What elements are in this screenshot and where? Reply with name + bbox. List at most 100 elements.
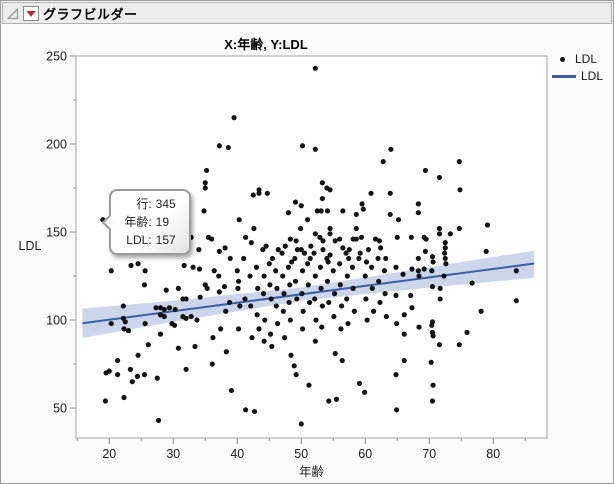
- data-point[interactable]: [319, 324, 325, 330]
- data-point[interactable]: [204, 285, 210, 291]
- data-point[interactable]: [362, 273, 368, 279]
- data-point[interactable]: [430, 259, 436, 265]
- data-point[interactable]: [436, 174, 443, 181]
- data-point[interactable]: [262, 317, 268, 323]
- data-point[interactable]: [166, 305, 173, 311]
- data-point[interactable]: [306, 382, 312, 388]
- data-point[interactable]: [325, 259, 331, 265]
- data-point[interactable]: [298, 225, 304, 232]
- data-point[interactable]: [331, 313, 337, 320]
- data-point[interactable]: [429, 284, 436, 290]
- data-point[interactable]: [429, 398, 436, 404]
- data-point[interactable]: [280, 273, 286, 279]
- data-point[interactable]: [256, 190, 262, 196]
- data-point[interactable]: [312, 338, 318, 344]
- data-point[interactable]: [196, 266, 203, 272]
- data-point[interactable]: [264, 190, 270, 196]
- data-point[interactable]: [121, 326, 127, 332]
- data-point[interactable]: [108, 320, 114, 327]
- data-point[interactable]: [161, 313, 167, 320]
- data-point[interactable]: [422, 167, 429, 174]
- data-point[interactable]: [436, 342, 443, 348]
- data-point[interactable]: [274, 285, 280, 291]
- data-point[interactable]: [350, 285, 356, 291]
- data-point[interactable]: [223, 349, 229, 355]
- data-point[interactable]: [163, 287, 169, 293]
- data-point[interactable]: [362, 389, 368, 395]
- data-point[interactable]: [307, 255, 313, 262]
- data-point[interactable]: [378, 245, 384, 251]
- legend-item-points[interactable]: LDL: [552, 52, 603, 66]
- data-point[interactable]: [256, 326, 262, 332]
- data-point[interactable]: [415, 201, 421, 207]
- data-point[interactable]: [312, 146, 318, 152]
- data-point[interactable]: [441, 273, 447, 279]
- data-point[interactable]: [340, 245, 346, 251]
- data-point[interactable]: [253, 264, 260, 270]
- data-point[interactable]: [324, 208, 331, 214]
- data-point[interactable]: [228, 387, 235, 394]
- data-point[interactable]: [128, 262, 134, 269]
- data-point[interactable]: [393, 264, 399, 270]
- data-point[interactable]: [289, 259, 295, 265]
- data-point[interactable]: [364, 317, 370, 323]
- data-point[interactable]: [227, 255, 233, 262]
- data-point[interactable]: [241, 255, 247, 262]
- data-point[interactable]: [308, 243, 314, 249]
- data-point[interactable]: [216, 248, 222, 255]
- data-point[interactable]: [210, 335, 216, 341]
- data-point[interactable]: [409, 266, 415, 272]
- data-point[interactable]: [267, 331, 274, 337]
- data-point[interactable]: [437, 296, 443, 302]
- data-point[interactable]: [248, 303, 254, 309]
- data-point[interactable]: [181, 262, 187, 269]
- data-point[interactable]: [305, 261, 311, 267]
- data-point[interactable]: [349, 264, 356, 270]
- data-point[interactable]: [209, 361, 215, 367]
- data-point[interactable]: [235, 278, 242, 284]
- data-point[interactable]: [363, 259, 370, 265]
- data-point[interactable]: [353, 236, 359, 242]
- data-point[interactable]: [381, 268, 388, 274]
- data-point[interactable]: [442, 250, 448, 256]
- data-point[interactable]: [267, 282, 273, 288]
- data-point[interactable]: [201, 208, 207, 214]
- data-point[interactable]: [221, 284, 228, 290]
- data-point[interactable]: [429, 254, 436, 260]
- data-point[interactable]: [318, 285, 324, 291]
- data-point[interactable]: [456, 342, 462, 348]
- data-point[interactable]: [121, 394, 127, 401]
- data-point[interactable]: [216, 289, 222, 295]
- data-point[interactable]: [285, 210, 292, 216]
- data-point[interactable]: [422, 248, 429, 255]
- data-point[interactable]: [216, 143, 222, 149]
- data-point[interactable]: [387, 211, 393, 218]
- data-point[interactable]: [145, 342, 151, 348]
- data-point[interactable]: [282, 243, 288, 249]
- data-point[interactable]: [125, 328, 132, 334]
- data-point[interactable]: [298, 203, 304, 209]
- data-point[interactable]: [312, 65, 318, 71]
- data-point[interactable]: [266, 261, 272, 267]
- data-point[interactable]: [293, 238, 299, 244]
- data-point[interactable]: [250, 192, 256, 198]
- data-point[interactable]: [318, 208, 324, 214]
- data-point[interactable]: [299, 143, 306, 149]
- data-point[interactable]: [365, 247, 372, 253]
- data-point[interactable]: [281, 291, 287, 297]
- data-point[interactable]: [225, 144, 231, 151]
- data-point[interactable]: [437, 285, 443, 291]
- data-point[interactable]: [382, 291, 388, 297]
- data-point[interactable]: [359, 201, 365, 207]
- data-point[interactable]: [183, 366, 189, 372]
- data-point[interactable]: [251, 225, 257, 232]
- data-point[interactable]: [408, 292, 414, 299]
- data-point[interactable]: [327, 231, 333, 237]
- data-point[interactable]: [103, 370, 109, 376]
- data-point[interactable]: [190, 264, 196, 270]
- data-point[interactable]: [464, 329, 470, 335]
- data-point[interactable]: [280, 308, 286, 314]
- data-point[interactable]: [401, 331, 407, 337]
- data-point[interactable]: [320, 247, 326, 253]
- data-point[interactable]: [142, 320, 148, 327]
